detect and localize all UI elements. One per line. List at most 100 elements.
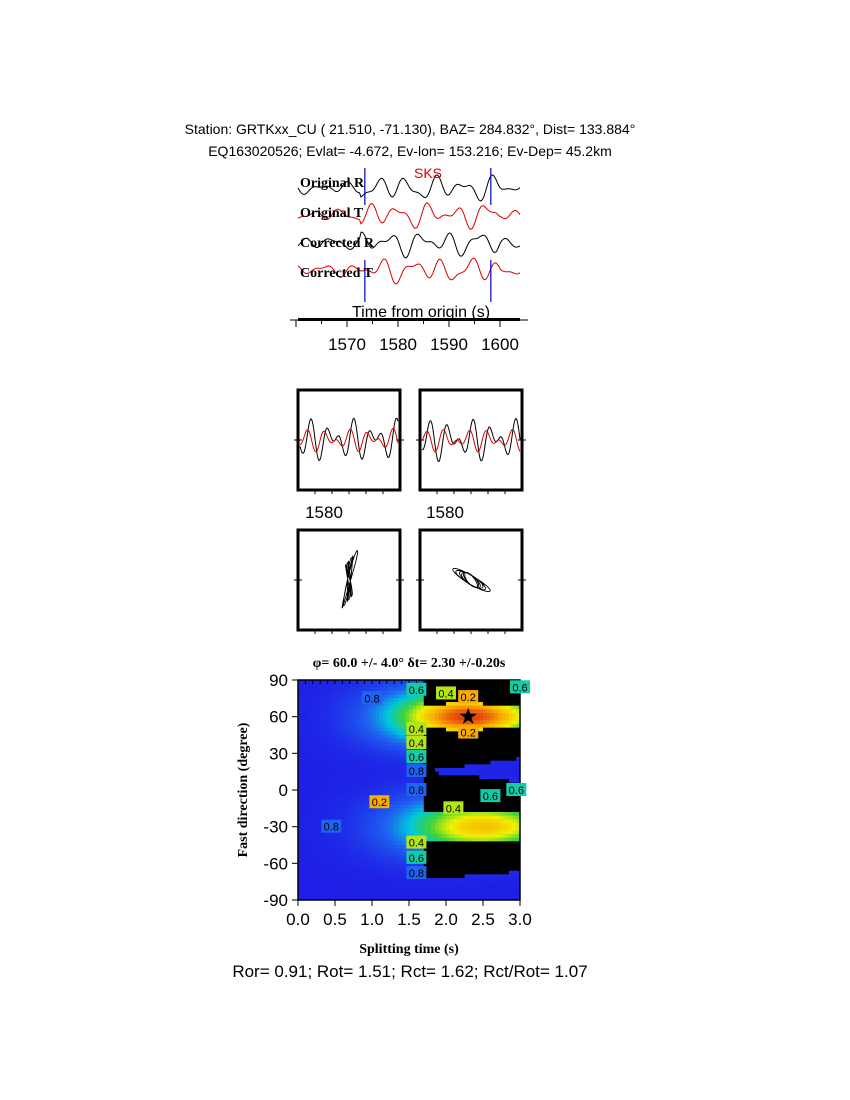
heatmap-cell bbox=[394, 782, 399, 787]
heatmap-cell bbox=[483, 892, 488, 897]
heatmap-cell bbox=[516, 757, 520, 762]
heatmap-cell bbox=[353, 793, 358, 798]
heatmap-cell bbox=[427, 698, 432, 703]
heatmap-cell bbox=[305, 768, 310, 773]
heatmap-cell bbox=[309, 716, 314, 721]
heatmap-cell bbox=[368, 863, 373, 868]
heatmap-cell bbox=[505, 771, 510, 776]
heatmap-cell bbox=[327, 790, 332, 795]
heatmap-cell bbox=[353, 698, 358, 703]
heatmap-cell bbox=[471, 753, 476, 758]
heatmap-cell bbox=[479, 852, 484, 857]
heatmap-cell bbox=[516, 775, 520, 780]
heatmap-cell bbox=[486, 841, 491, 846]
heatmap-cell bbox=[390, 885, 395, 890]
heatmap-cell bbox=[483, 764, 488, 769]
heatmap-cell bbox=[335, 885, 340, 890]
heatmap-cell bbox=[497, 889, 502, 894]
heatmap-cell bbox=[475, 680, 480, 685]
heatmap-cell bbox=[301, 753, 306, 758]
heatmap-cell bbox=[379, 716, 384, 721]
heatmap-cell bbox=[442, 793, 447, 798]
heatmap-cell bbox=[438, 815, 443, 820]
heatmap-cell bbox=[505, 709, 510, 714]
heatmap-cell bbox=[335, 775, 340, 780]
heatmap-cell bbox=[305, 764, 310, 769]
heatmap-cell bbox=[386, 786, 391, 791]
heatmap-cell bbox=[501, 878, 506, 883]
heatmap-cell bbox=[401, 841, 406, 846]
heatmap-cell bbox=[475, 823, 480, 828]
heatmap-cell bbox=[346, 746, 351, 751]
heatmap-cell bbox=[305, 837, 310, 842]
heatmap-cell bbox=[316, 691, 321, 696]
heatmap-cell bbox=[368, 889, 373, 894]
heatmap-cell bbox=[312, 812, 317, 817]
heatmap-cell bbox=[379, 815, 384, 820]
heatmap-cell bbox=[512, 709, 517, 714]
contour-label: 0.2 bbox=[369, 795, 390, 809]
heatmap-cell bbox=[464, 837, 469, 842]
heatmap-cell bbox=[505, 779, 510, 784]
heatmap-cell bbox=[357, 823, 362, 828]
heatmap-cell bbox=[312, 775, 317, 780]
heatmap-cell bbox=[409, 885, 414, 890]
heatmap-cell bbox=[383, 713, 388, 718]
heatmap-cell bbox=[483, 760, 488, 765]
heatmap-cell bbox=[486, 738, 491, 743]
heatmap-cell bbox=[483, 779, 488, 784]
heatmap-cell bbox=[379, 837, 384, 842]
heatmap-cell bbox=[405, 896, 410, 900]
heatmap-cell bbox=[460, 757, 465, 762]
heatmap-cell bbox=[312, 753, 317, 758]
heatmap-cell bbox=[460, 742, 465, 747]
heatmap-cell bbox=[323, 848, 328, 853]
heatmap-cell bbox=[412, 863, 417, 868]
heatmap-cell bbox=[449, 881, 454, 886]
heatmap-cell bbox=[338, 779, 343, 784]
heatmap-cell bbox=[346, 782, 351, 787]
heatmap-cell bbox=[453, 845, 458, 850]
heatmap-cell bbox=[349, 749, 354, 754]
heatmap-cell bbox=[349, 683, 354, 688]
heatmap-cell bbox=[486, 870, 491, 875]
heatmap-cell bbox=[490, 683, 495, 688]
heatmap-cell bbox=[512, 735, 517, 740]
heatmap-cell bbox=[305, 694, 310, 699]
heatmap-cell bbox=[420, 680, 425, 685]
heatmap-cell bbox=[427, 702, 432, 707]
heatmap-cell bbox=[305, 845, 310, 850]
heatmap-cell bbox=[331, 881, 336, 886]
heatmap-cell bbox=[497, 691, 502, 696]
heatmap-cell bbox=[320, 878, 325, 883]
heatmap-cell bbox=[338, 812, 343, 817]
heatmap-cell bbox=[386, 852, 391, 857]
heatmap-cell bbox=[490, 863, 495, 868]
heatmap-cell bbox=[508, 724, 513, 729]
heatmap-cell bbox=[357, 738, 362, 743]
heatmap-cell bbox=[316, 746, 321, 751]
heatmap-cell bbox=[468, 889, 473, 894]
heatmap-cell bbox=[390, 720, 395, 725]
heatmap-cell bbox=[397, 852, 402, 857]
heatmap-cell bbox=[512, 698, 517, 703]
heatmap-cell bbox=[320, 742, 325, 747]
contour-label-text: 0.6 bbox=[509, 785, 524, 797]
heatmap-cell bbox=[372, 896, 377, 900]
heatmap-cell bbox=[401, 724, 406, 729]
heatmap-cell bbox=[486, 768, 491, 773]
heatmap-cell bbox=[346, 702, 351, 707]
heatmap-cell bbox=[468, 808, 473, 813]
heatmap-cell bbox=[449, 852, 454, 857]
heatmap-cell bbox=[390, 815, 395, 820]
heatmap-cell bbox=[368, 753, 373, 758]
heatmap-cell bbox=[316, 797, 321, 802]
heatmap-cell bbox=[449, 782, 454, 787]
heatmap-cell bbox=[423, 680, 428, 685]
contour-label: 0.4 bbox=[406, 735, 427, 750]
heatmap-cell bbox=[327, 845, 332, 850]
heatmap-cell bbox=[438, 874, 443, 879]
heatmap-cell bbox=[323, 834, 328, 839]
heatmap-cell bbox=[394, 812, 399, 817]
contour-label-text: 0.2 bbox=[372, 797, 387, 809]
